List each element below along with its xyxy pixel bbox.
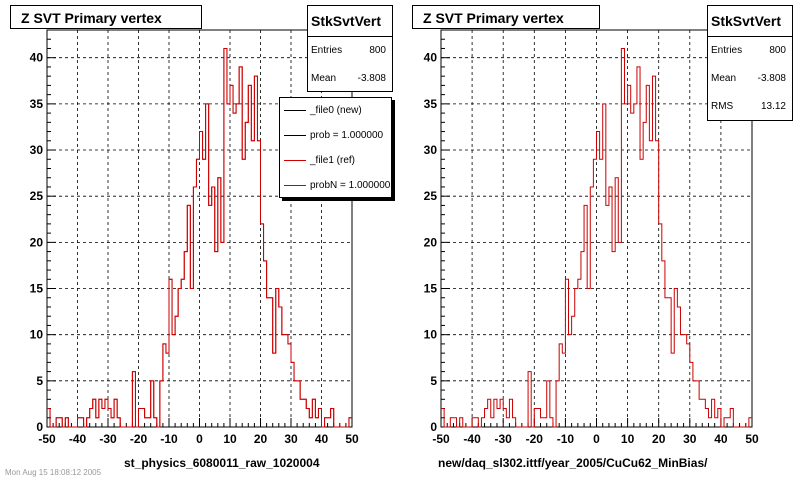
y-tick-label: 10 (424, 328, 438, 342)
legend-entry-file1: _file1 (ref) (280, 148, 391, 173)
y-tick-label: 10 (30, 328, 44, 342)
y-tick-label: 25 (30, 189, 44, 203)
x-tick-label: -10 (160, 432, 178, 446)
y-tick-label: 0 (430, 420, 437, 434)
left-stats-name: StkSvtVert (308, 6, 392, 37)
y-tick-label: 35 (424, 97, 438, 111)
legend-swatch-probn (284, 185, 306, 186)
left-hist-title: Z SVT Primary vertex (10, 5, 202, 29)
legend-label-file0: _file0 (new) (310, 105, 362, 116)
right-stats-rms-value: 13.12 (760, 101, 786, 112)
footer-timestamp: Mon Aug 15 18:08:12 2005 (5, 468, 102, 477)
x-tick-label: 20 (254, 432, 268, 446)
right-stats-entries-value: 800 (769, 45, 786, 56)
x-tick-label: -30 (495, 432, 513, 446)
x-tick-label: 10 (621, 432, 635, 446)
x-tick-label: -20 (130, 432, 148, 446)
x-tick-label: -40 (463, 432, 481, 446)
legend-label-probn: probN = 1.000000 (310, 180, 391, 191)
left-stats-box: StkSvtVert Entries 800 Mean -3.808 (307, 5, 393, 92)
y-tick-label: 25 (424, 189, 438, 203)
y-tick-label: 35 (30, 97, 44, 111)
x-tick-label: -10 (557, 432, 575, 446)
legend-entry-file0: _file0 (new) (280, 98, 391, 123)
x-tick-label: 50 (745, 432, 759, 446)
x-tick-label: -50 (38, 432, 56, 446)
histogram-series--file0-new- (47, 47, 352, 428)
y-tick-label: 5 (36, 374, 43, 388)
right-stats-mean-row: Mean -3.808 (708, 65, 792, 93)
y-tick-label: 15 (30, 282, 44, 296)
y-tick-label: 30 (30, 143, 44, 157)
y-tick-label: 20 (424, 235, 438, 249)
x-tick-label: 0 (196, 432, 203, 446)
x-tick-label: 20 (652, 432, 666, 446)
right-stats-mean-value: -3.808 (757, 73, 786, 84)
right-stats-name: StkSvtVert (708, 6, 792, 37)
right-hist-title: Z SVT Primary vertex (412, 5, 600, 29)
histogram-series-main (441, 47, 752, 428)
y-tick-label: 0 (36, 420, 43, 434)
y-tick-label: 40 (424, 51, 438, 65)
left-stats-entries-row: Entries 800 (308, 37, 392, 65)
x-tick-label: 40 (714, 432, 728, 446)
left-stats-mean-label: Mean (311, 73, 337, 84)
right-stats-box: StkSvtVert Entries 800 Mean -3.808 RMS 1… (707, 5, 793, 121)
right-stats-rms-row: RMS 13.12 (708, 93, 792, 121)
left-legend: _file0 (new) prob = 1.000000 _file1 (ref… (279, 97, 392, 198)
y-tick-label: 40 (30, 51, 44, 65)
left-histogram-plot: -50 -40 -30 -20 -10 0 10 20 30 40 50 0 5 10 15 20 25 30 35… (30, 29, 359, 446)
y-tick-label: 5 (430, 374, 437, 388)
legend-entry-probn: probN = 1.000000 (280, 173, 391, 198)
right-stats-rms-label: RMS (711, 101, 734, 112)
legend-swatch-file1 (284, 160, 306, 161)
x-tick-label: -40 (69, 432, 87, 446)
left-x-axis-label: st_physics_6080011_raw_1020004 (124, 456, 320, 470)
x-tick-label: 40 (315, 432, 329, 446)
y-tick-label: 15 (424, 282, 438, 296)
x-tick-label: 30 (683, 432, 697, 446)
y-tick-label: 30 (424, 143, 438, 157)
x-tick-label: 10 (223, 432, 237, 446)
x-tick-label: 30 (284, 432, 298, 446)
left-stats-entries-value: 800 (369, 45, 386, 56)
x-tick-label: -20 (526, 432, 544, 446)
legend-label-prob: prob = 1.000000 (310, 130, 384, 141)
legend-swatch-file0 (284, 110, 306, 111)
x-tick-label: 0 (593, 432, 600, 446)
x-tick-label: 50 (345, 432, 359, 446)
left-stats-mean-row: Mean -3.808 (308, 65, 392, 93)
right-stats-entries-row: Entries 800 (708, 37, 792, 65)
legend-entry-prob: prob = 1.000000 (280, 123, 391, 148)
legend-swatch-prob (284, 135, 306, 136)
right-histogram-plot: -50 -40 -30 -20 -10 0 10 20 30 40 50 0 5 10 15 20 25 30 35… (424, 29, 759, 446)
legend-label-file1: _file1 (ref) (310, 155, 356, 166)
y-tick-label: 20 (30, 235, 44, 249)
x-tick-label: -50 (432, 432, 450, 446)
x-tick-label: -30 (99, 432, 117, 446)
right-x-axis-label: new/daq_sl302.ittf/year_2005/CuCu62_MinB… (438, 456, 708, 470)
left-stats-mean-value: -3.808 (357, 73, 386, 84)
right-stats-entries-label: Entries (711, 45, 743, 56)
right-stats-mean-label: Mean (711, 73, 737, 84)
left-stats-entries-label: Entries (311, 45, 343, 56)
